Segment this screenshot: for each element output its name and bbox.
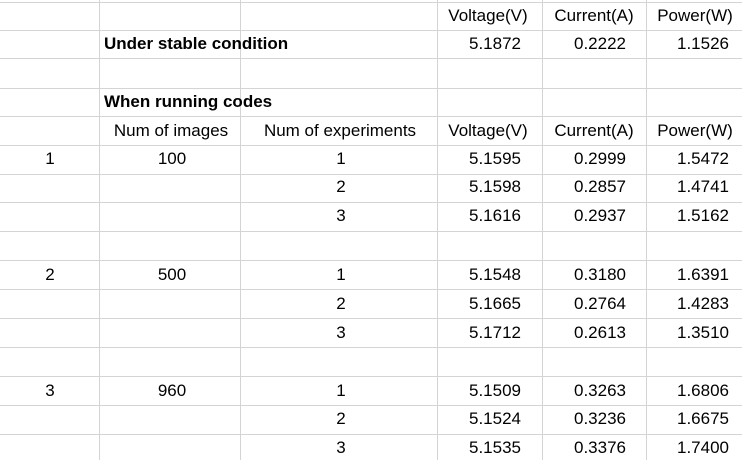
column-gridline (240, 0, 241, 460)
experiment-number[interactable]: 3 (336, 206, 346, 225)
voltage-value[interactable]: 5.1524 (469, 409, 521, 428)
current-value[interactable]: 0.3180 (574, 265, 626, 284)
group-index[interactable]: 1 (45, 149, 55, 168)
header-current[interactable]: Current(A) (554, 6, 634, 25)
voltage-value[interactable]: 5.1598 (469, 177, 521, 196)
power-value[interactable]: 1.4283 (677, 294, 729, 313)
row-gridline (0, 260, 742, 261)
voltage-value[interactable]: 5.1535 (469, 438, 521, 457)
column-gridline (646, 0, 647, 460)
col-num-experiments[interactable]: Num of experiments (263, 121, 417, 140)
voltage-value[interactable]: 5.1665 (469, 294, 521, 313)
col-voltage[interactable]: Voltage(V) (448, 121, 528, 140)
row-gridline (0, 30, 742, 31)
column-gridline (437, 0, 438, 460)
col-current[interactable]: Current(A) (554, 121, 634, 140)
voltage-value[interactable]: 5.1509 (469, 381, 521, 400)
running-codes-label[interactable]: When running codes (104, 92, 273, 111)
current-value[interactable]: 0.3263 (574, 381, 626, 400)
experiment-number[interactable]: 3 (336, 323, 346, 342)
current-value[interactable]: 0.2937 (574, 206, 626, 225)
row-gridline (0, 202, 742, 203)
group-num-images[interactable]: 100 (157, 149, 187, 168)
experiment-number[interactable]: 1 (336, 149, 346, 168)
current-value[interactable]: 0.2999 (574, 149, 626, 168)
row-gridline (0, 376, 742, 377)
group-num-images[interactable]: 960 (157, 381, 187, 400)
group-num-images[interactable]: 500 (157, 265, 187, 284)
row-gridline (0, 88, 742, 89)
experiment-number[interactable]: 1 (336, 381, 346, 400)
experiment-number[interactable]: 2 (336, 409, 346, 428)
group-index[interactable]: 2 (45, 265, 55, 284)
experiment-number[interactable]: 3 (336, 438, 346, 457)
row-gridline (0, 231, 742, 232)
group-index[interactable]: 3 (45, 381, 55, 400)
power-value[interactable]: 1.3510 (677, 323, 729, 342)
current-value[interactable]: 0.2764 (574, 294, 626, 313)
stable-current[interactable]: 0.2222 (574, 34, 626, 53)
row-gridline (0, 434, 742, 435)
stable-voltage[interactable]: 5.1872 (469, 34, 521, 53)
voltage-value[interactable]: 5.1595 (469, 149, 521, 168)
voltage-value[interactable]: 5.1616 (469, 206, 521, 225)
experiment-number[interactable]: 2 (336, 177, 346, 196)
row-gridline (0, 347, 742, 348)
voltage-value[interactable]: 5.1712 (469, 323, 521, 342)
power-value[interactable]: 1.6675 (677, 409, 729, 428)
row-gridline (0, 2, 742, 3)
row-gridline (0, 405, 742, 406)
column-gridline (99, 0, 100, 460)
current-value[interactable]: 0.3376 (574, 438, 626, 457)
power-value[interactable]: 1.6391 (677, 265, 729, 284)
header-power[interactable]: Power(W) (657, 6, 733, 25)
current-value[interactable]: 0.3236 (574, 409, 626, 428)
power-value[interactable]: 1.5162 (677, 206, 729, 225)
row-gridline (0, 116, 742, 117)
row-gridline (0, 289, 742, 290)
row-gridline (0, 145, 742, 146)
stable-condition-label[interactable]: Under stable condition (104, 34, 289, 53)
col-power[interactable]: Power(W) (657, 121, 733, 140)
voltage-value[interactable]: 5.1548 (469, 265, 521, 284)
experiment-number[interactable]: 2 (336, 294, 346, 313)
col-num-images[interactable]: Num of images (113, 121, 229, 140)
power-value[interactable]: 1.6806 (677, 381, 729, 400)
stable-power[interactable]: 1.1526 (677, 34, 729, 53)
row-gridline (0, 318, 742, 319)
header-voltage[interactable]: Voltage(V) (448, 6, 528, 25)
power-value[interactable]: 1.5472 (677, 149, 729, 168)
power-value[interactable]: 1.4741 (677, 177, 729, 196)
power-value[interactable]: 1.7400 (677, 438, 729, 457)
row-gridline (0, 58, 742, 59)
current-value[interactable]: 0.2613 (574, 323, 626, 342)
row-gridline (0, 174, 742, 175)
current-value[interactable]: 0.2857 (574, 177, 626, 196)
experiment-number[interactable]: 1 (336, 265, 346, 284)
column-gridline (542, 0, 543, 460)
